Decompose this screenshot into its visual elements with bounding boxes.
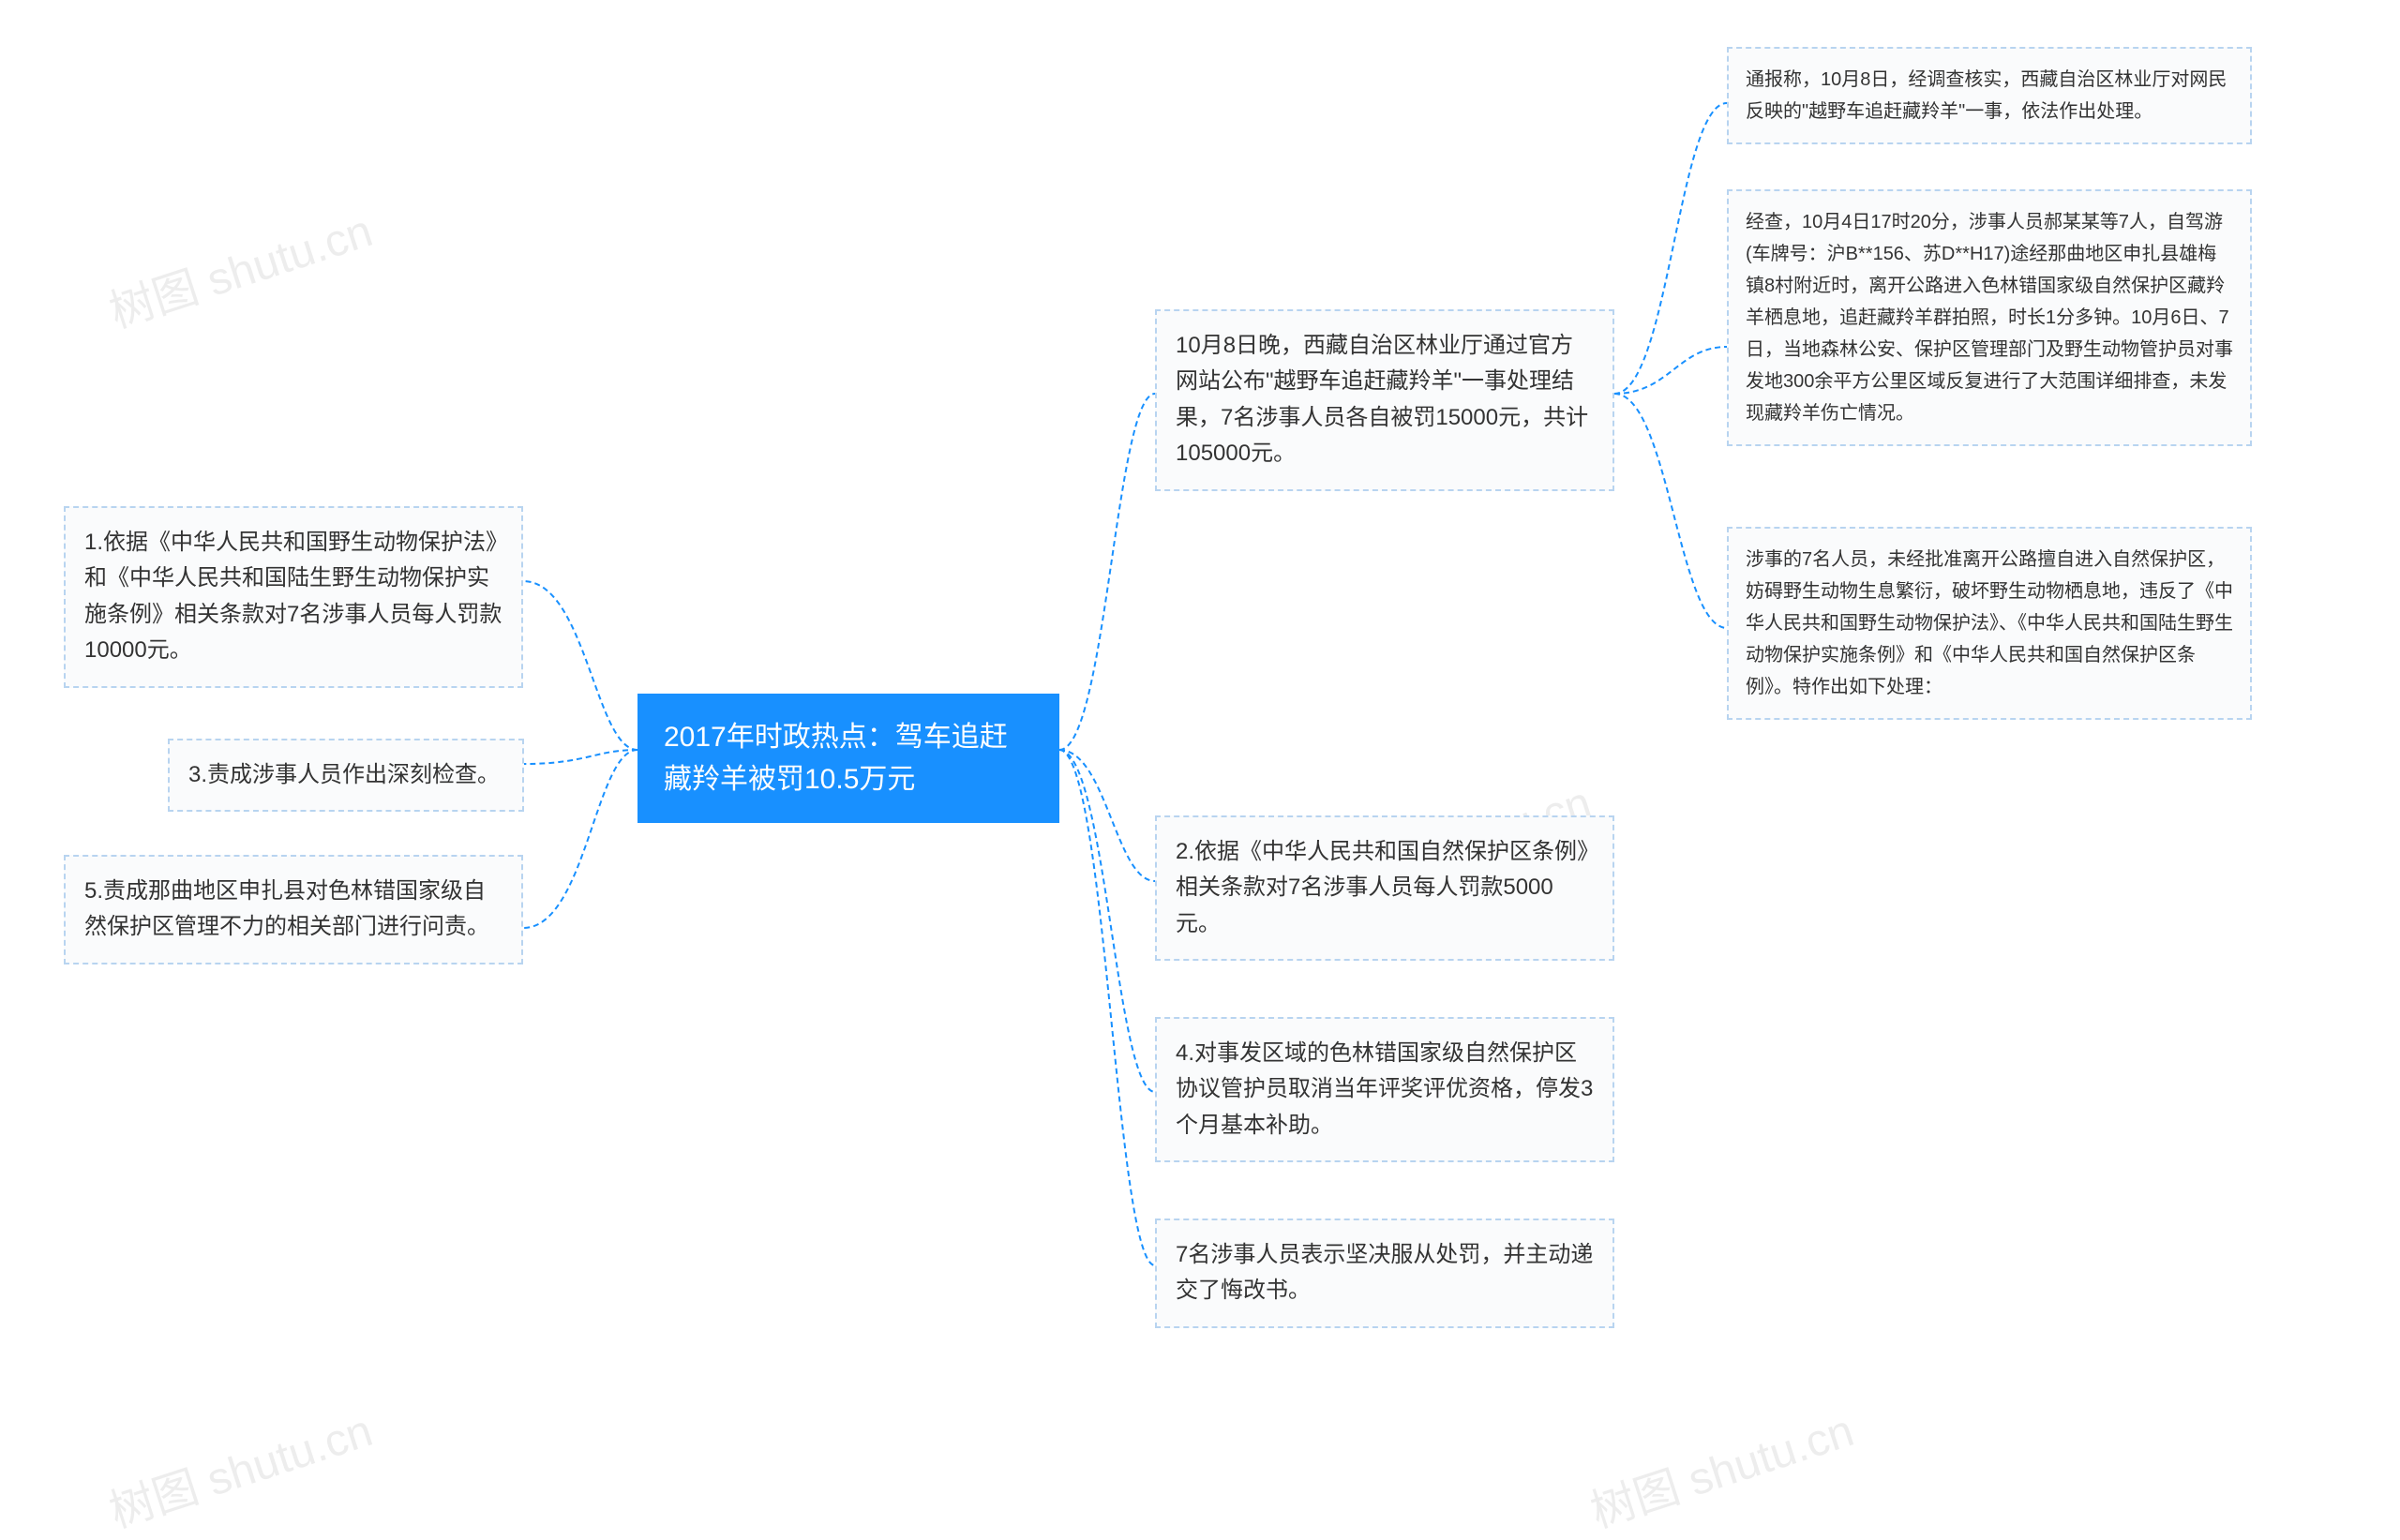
left-node-1: 1.依据《中华人民共和国野生动物保护法》和《中华人民共和国陆生野生动物保护实施条… bbox=[64, 506, 523, 688]
grandchild-1b: 经查，10月4日17时20分，涉事人员郝某某等7人，自驾游(车牌号：沪B**15… bbox=[1727, 189, 2252, 446]
watermark: 树图 shutu.cn bbox=[1581, 1394, 1860, 1540]
central-topic: 2017年时政热点：驾车追赶藏羚羊被罚10.5万元 bbox=[638, 694, 1059, 823]
right-node-7: 7名涉事人员表示坚决服从处罚，并主动递交了悔改书。 bbox=[1155, 1219, 1614, 1328]
right-node-4: 4.对事发区域的色林错国家级自然保护区协议管护员取消当年评奖评优资格，停发3个月… bbox=[1155, 1017, 1614, 1162]
grandchild-1a: 通报称，10月8日，经调查核实，西藏自治区林业厅对网民反映的"越野车追赶藏羚羊"… bbox=[1727, 47, 2252, 144]
grandchild-1c: 涉事的7名人员，未经批准离开公路擅自进入自然保护区，妨碍野生动物生息繁衍，破坏野… bbox=[1727, 527, 2252, 720]
left-node-5: 5.责成那曲地区申扎县对色林错国家级自然保护区管理不力的相关部门进行问责。 bbox=[64, 855, 523, 964]
watermark: 树图 shutu.cn bbox=[99, 1394, 379, 1540]
right-node-1: 10月8日晚，西藏自治区林业厅通过官方网站公布"越野车追赶藏羚羊"一事处理结果，… bbox=[1155, 309, 1614, 491]
watermark: 树图 shutu.cn bbox=[99, 194, 379, 340]
right-node-2: 2.依据《中华人民共和国自然保护区条例》相关条款对7名涉事人员每人罚款5000元… bbox=[1155, 815, 1614, 961]
left-node-3: 3.责成涉事人员作出深刻检查。 bbox=[168, 739, 524, 812]
